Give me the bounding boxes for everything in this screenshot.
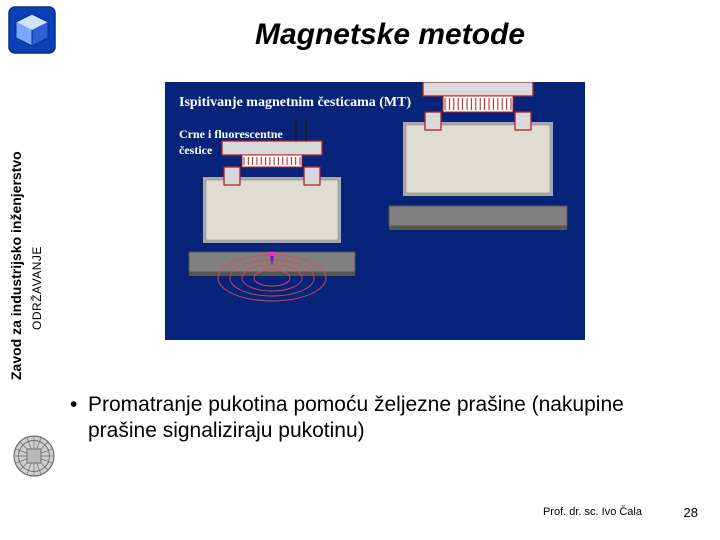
bullet-text: Promatranje pukotina pomoću željezne pra… xyxy=(88,392,690,445)
svg-text:čestice: čestice xyxy=(179,143,213,157)
mt-diagram: Ispitivanje magnetnim česticama (MT) Crne… xyxy=(165,82,585,340)
footer-author: Prof. dr. sc. Ivo Čala xyxy=(543,506,642,518)
institution-logo-top xyxy=(8,6,56,54)
slide-title: Magnetske metode xyxy=(80,18,700,52)
svg-text:Crne i fluorescentne: Crne i fluorescentne xyxy=(179,127,283,141)
sidebar-course-label: ODRŽAVANJE xyxy=(30,246,44,330)
bullet-marker: • xyxy=(70,392,88,445)
sidebar-institute-label: Zavod za industrijsko inženjerstvo xyxy=(8,151,24,380)
institution-seal-bottom xyxy=(12,434,56,478)
svg-text:Ispitivanje magnetnim česticam: Ispitivanje magnetnim česticama (MT) xyxy=(179,95,411,110)
slide-number: 28 xyxy=(684,505,698,520)
bullet-list: • Promatranje pukotina pomoću željezne p… xyxy=(70,392,690,445)
